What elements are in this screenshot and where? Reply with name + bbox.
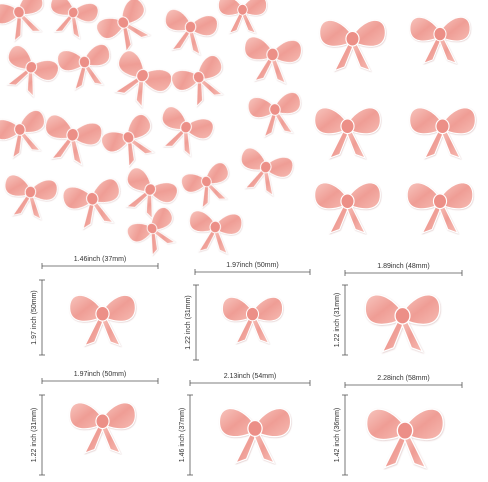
width-label: 1.46inch (37mm) (74, 256, 127, 263)
width-label: 2.13inch (54mm) (224, 373, 277, 380)
height-label: 1.97 inch (50mm) (31, 290, 38, 344)
height-label: 1.22 inch (31mm) (31, 408, 38, 462)
width-label: 1.97inch (50mm) (226, 262, 279, 269)
height-label: 1.42 inch (36mm) (334, 408, 341, 462)
height-label: 1.22 inch (31mm) (334, 293, 341, 347)
width-label: 2.28inch (58mm) (377, 375, 430, 382)
height-label: 1.46 inch (37mm) (179, 408, 186, 462)
width-label: 1.89inch (48mm) (377, 263, 430, 270)
height-label: 1.22 inch (31mm) (185, 295, 192, 349)
bow-pile (0, 0, 304, 260)
width-label: 1.97inch (50mm) (74, 371, 127, 378)
